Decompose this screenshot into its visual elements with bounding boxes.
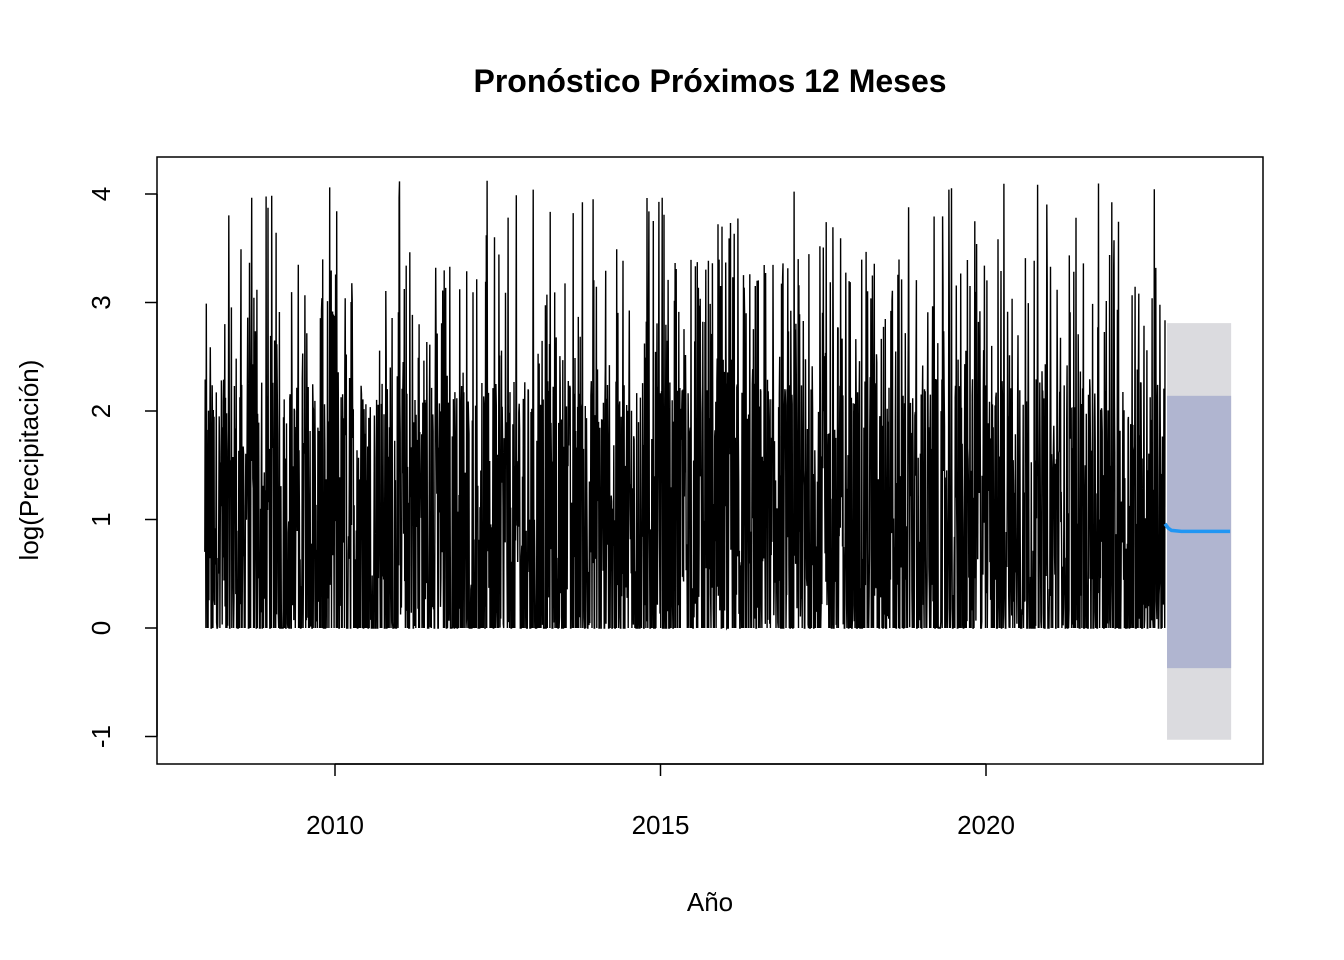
forecast-line — [1163, 522, 1231, 534]
y-axis-label: log(Precipitación) — [14, 360, 44, 561]
y-axis: -1 0 1 2 3 4 — [86, 187, 158, 748]
y-tick-label: 0 — [86, 621, 116, 635]
x-tick-label: 2010 — [306, 810, 364, 840]
x-tick-label: 2020 — [957, 810, 1015, 840]
y-tick-label: 2 — [86, 404, 116, 418]
x-axis: 2010 2015 2020 — [306, 763, 1015, 840]
forecast-mean-line — [1163, 522, 1231, 534]
y-tick-label: -1 — [86, 725, 116, 748]
x-tick-label: 2015 — [632, 810, 690, 840]
chart-title: Pronóstico Próximos 12 Meses — [473, 63, 946, 99]
observed-line — [204, 180, 1166, 631]
x-axis-label: Año — [687, 887, 733, 917]
y-tick-label: 1 — [86, 512, 116, 526]
observed-series — [204, 180, 1166, 631]
y-tick-label: 4 — [86, 187, 116, 201]
y-tick-label: 3 — [86, 295, 116, 309]
